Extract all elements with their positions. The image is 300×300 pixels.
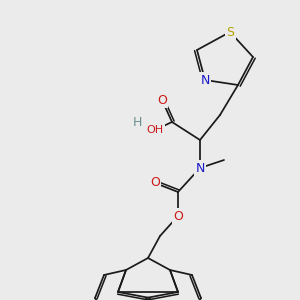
- Text: OH: OH: [146, 125, 164, 135]
- Text: N: N: [195, 161, 205, 175]
- Text: H: H: [132, 116, 142, 128]
- Text: N: N: [200, 74, 210, 86]
- Text: S: S: [226, 26, 234, 38]
- Text: O: O: [150, 176, 160, 190]
- Text: O: O: [173, 209, 183, 223]
- Text: O: O: [157, 94, 167, 106]
